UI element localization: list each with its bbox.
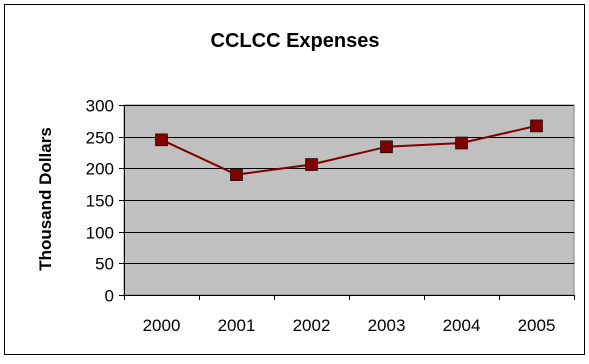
x-tick-label: 2005 xyxy=(518,316,556,335)
data-point-marker xyxy=(455,136,468,150)
y-tick-label: 50 xyxy=(95,255,114,274)
chart-title: CCLCC Expenses xyxy=(211,30,380,52)
data-point-marker xyxy=(530,119,543,133)
data-point-marker xyxy=(155,133,168,147)
x-tick-label: 2001 xyxy=(218,316,256,335)
y-tick-label: 300 xyxy=(86,97,114,116)
x-tick-label: 2004 xyxy=(443,316,481,335)
x-tick-label: 2002 xyxy=(293,316,331,335)
data-point-marker xyxy=(230,168,243,181)
plot-area: 0 50 100 150 200 250 300 2000 2001 2002 2003 2004 20… xyxy=(86,97,575,335)
x-tick-label: 2003 xyxy=(368,316,406,335)
data-point-marker xyxy=(305,158,318,171)
data-point-marker xyxy=(380,140,393,154)
y-tick-label: 200 xyxy=(86,160,114,179)
x-tick-label: 2000 xyxy=(143,316,181,335)
y-tick-label: 150 xyxy=(86,192,114,211)
y-tick-label: 0 xyxy=(105,287,114,306)
y-tick-label: 100 xyxy=(86,224,114,243)
y-axis-label: Thousand Dollars xyxy=(36,127,55,271)
series-line xyxy=(161,124,537,176)
y-tick-label: 250 xyxy=(86,129,114,148)
